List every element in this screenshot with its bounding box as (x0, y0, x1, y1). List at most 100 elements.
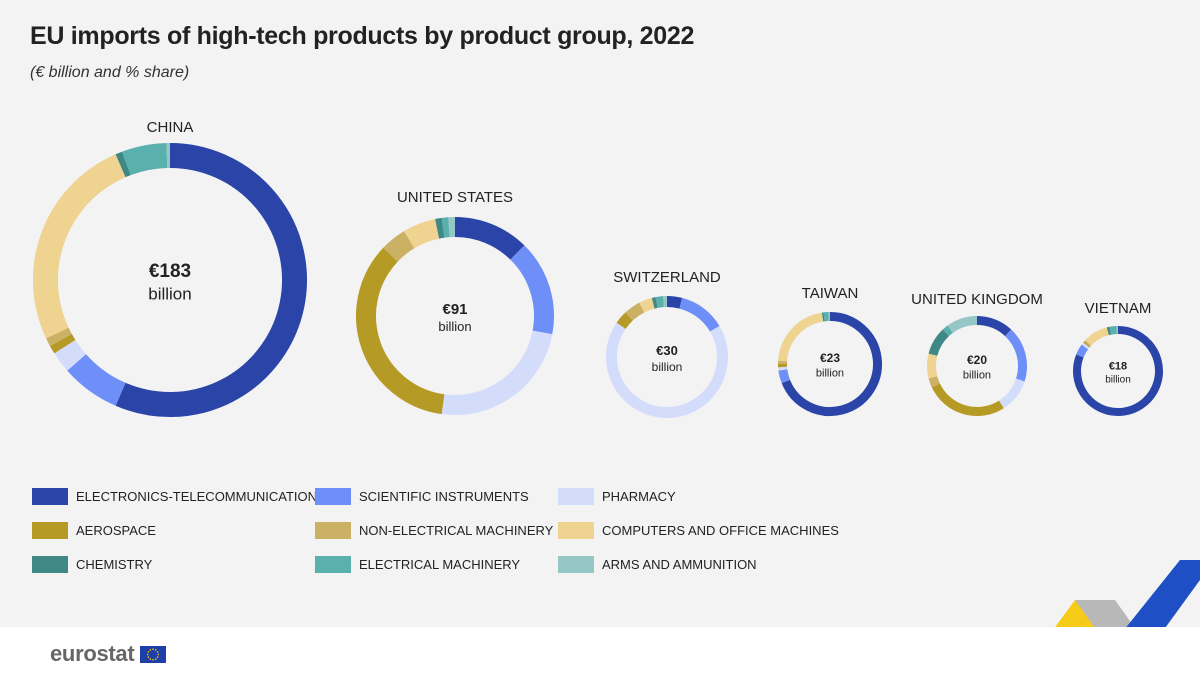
donut-china: CHINA €183 billion (33, 119, 307, 417)
legend-swatch (32, 556, 68, 573)
donut-segment (998, 378, 1025, 409)
eu-flag-icon (140, 645, 167, 663)
donut-segment (1106, 326, 1112, 336)
donut-segment (927, 353, 938, 379)
center-unit: billion (438, 319, 471, 334)
donut-segment (679, 297, 720, 332)
donut-taiwan: TAIWAN €23 billion (778, 285, 882, 416)
donut-segment (625, 302, 645, 321)
legend-swatch (558, 488, 594, 505)
legend-label: PHARMACY (602, 489, 676, 504)
donut-segment (666, 296, 683, 309)
donut-segment (1084, 340, 1092, 347)
legend-item-electrical: ELECTRICAL MACHINERY (315, 556, 520, 573)
donut-segment (778, 312, 824, 362)
country-label: CHINA (147, 119, 194, 136)
donut-segment (1085, 327, 1109, 346)
donut-segment (781, 312, 882, 416)
donut-segment (947, 316, 978, 333)
legend-swatch (32, 522, 68, 539)
legend-swatch (558, 556, 594, 573)
donut-segment (67, 353, 126, 406)
legend-item-scientific: SCIENTIFIC INSTRUMENTS (315, 488, 529, 505)
center-value: €30 (656, 343, 678, 358)
donut-segment (404, 219, 440, 249)
donut-segment (54, 339, 87, 371)
center-value: €183 (149, 261, 191, 282)
legend-label: COMPUTERS AND OFFICE MACHINES (602, 523, 839, 538)
donut-segment (606, 322, 728, 418)
donut-switzerland: SWITZERLAND €30 billion (606, 269, 728, 418)
country-label: TAIWAN (802, 285, 859, 302)
center-unit: billion (652, 360, 683, 374)
donut-segment (383, 231, 415, 262)
logo-text: eurostat (50, 641, 135, 666)
legend-item-arms: ARMS AND AMMUNITION (558, 556, 757, 573)
legend-item-chemistry: CHEMISTRY (32, 556, 152, 573)
country-label: VIETNAM (1085, 300, 1152, 317)
footer (0, 627, 1200, 675)
donut-segment (441, 217, 450, 238)
legend-swatch (32, 488, 68, 505)
donut-segment (655, 296, 664, 308)
donut-united-kingdom: UNITED KINGDOM €20 billion (911, 291, 1043, 416)
legend-label: ELECTRICAL MACHINERY (359, 557, 521, 572)
chart-subtitle: (€ billion and % share) (30, 64, 190, 81)
country-label: SWITZERLAND (613, 269, 721, 286)
donut-segment (1076, 344, 1089, 358)
donut-segment (115, 143, 307, 417)
donut-segment (1083, 341, 1091, 348)
donut-segment (49, 333, 76, 354)
legend-swatch (315, 522, 351, 539)
center-value: €91 (442, 301, 467, 318)
donut-segment (33, 154, 126, 339)
legend-swatch (558, 522, 594, 539)
center-value: €18 (1109, 360, 1127, 372)
legend-item-pharmacy: PHARMACY (558, 488, 676, 505)
donut-segment (510, 245, 554, 335)
donut-segment (46, 327, 72, 347)
donut-segment (616, 312, 633, 330)
donut-segment (928, 329, 950, 357)
donut-segment (121, 143, 168, 176)
legend-label: NON-ELECTRICAL MACHINERY (359, 523, 554, 538)
donut-segment (435, 217, 445, 239)
donut-segment (928, 376, 940, 388)
donut-segment (356, 247, 445, 415)
donut-segment (441, 330, 553, 415)
chart-title: EU imports of high-tech products by prod… (30, 22, 695, 50)
donut-segment (1004, 329, 1027, 382)
donut-segment (115, 151, 131, 178)
legend-label: CHEMISTRY (76, 557, 153, 572)
country-label: UNITED KINGDOM (911, 291, 1043, 308)
legend-swatch (315, 556, 351, 573)
country-label: UNITED STATES (397, 189, 513, 206)
center-value: €23 (820, 351, 840, 365)
donut-segment (931, 383, 1004, 416)
donut-segment (1109, 326, 1117, 335)
legend-swatch (315, 488, 351, 505)
donut-segment (1081, 342, 1090, 350)
center-value: €20 (967, 353, 987, 367)
legend-label: ARMS AND AMMUNITION (602, 557, 757, 572)
center-unit: billion (963, 370, 991, 382)
legend-label: ELECTRONICS-TELECOMMUNICATIONS (76, 489, 326, 504)
donut-segment (639, 297, 655, 313)
legend-item-computers: COMPUTERS AND OFFICE MACHINES (558, 522, 839, 539)
legend-item-non-electrical: NON-ELECTRICAL MACHINERY (315, 522, 553, 539)
legend-label: AEROSPACE (76, 523, 156, 538)
legend-item-aerospace: AEROSPACE (32, 522, 156, 539)
donut-segment (778, 369, 791, 384)
donut-segment (651, 297, 658, 309)
donut-segment (1073, 326, 1163, 416)
center-unit: billion (816, 368, 844, 380)
donut-segment (454, 217, 525, 260)
center-unit: billion (1105, 375, 1131, 386)
donut-vietnam: VIETNAM €18 billion (1073, 300, 1163, 416)
donut-segment (976, 316, 1012, 337)
donut-segment (942, 325, 953, 337)
center-unit: billion (148, 285, 191, 304)
legend-label: SCIENTIFIC INSTRUMENTS (359, 489, 529, 504)
